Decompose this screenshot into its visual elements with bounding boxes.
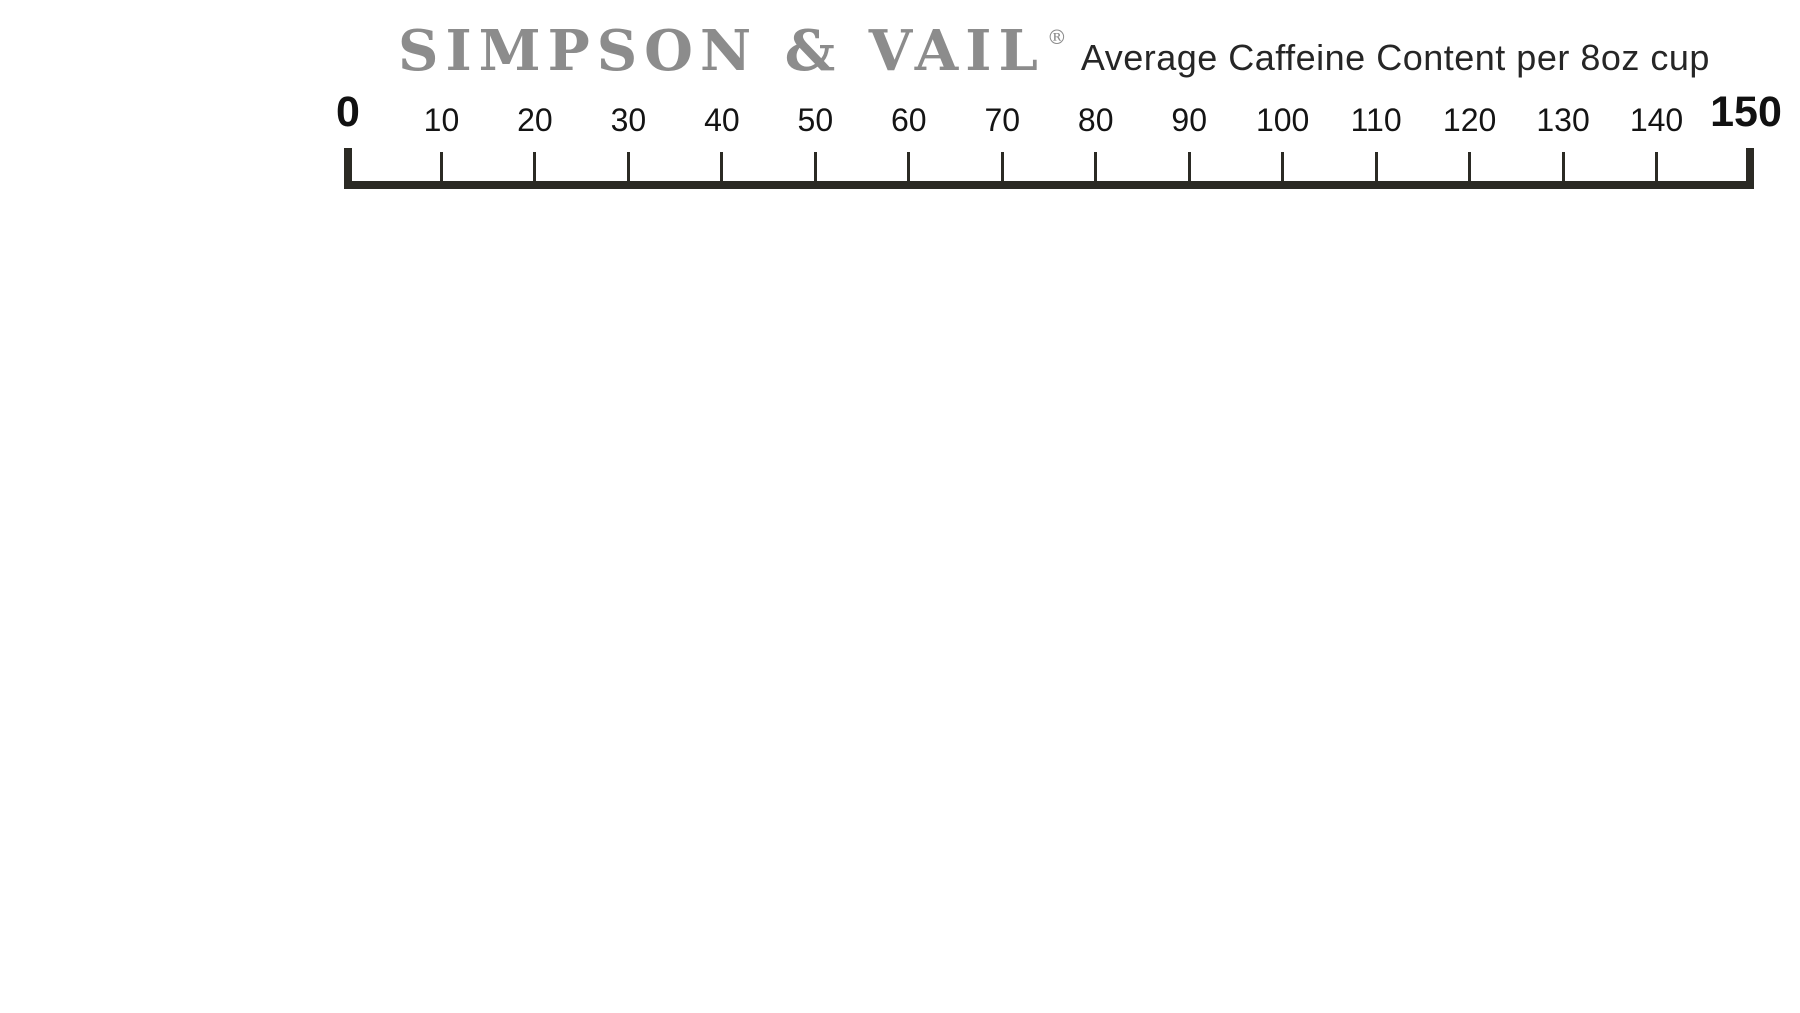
x-axis-tick (626, 152, 630, 181)
x-axis-tick-label: 40 (704, 102, 740, 138)
x-axis-tick (907, 152, 911, 181)
x-axis-tick-label: 150 (1710, 88, 1782, 136)
x-axis-tick-label: 60 (891, 102, 927, 138)
chart-subtitle: Average Caffeine Content per 8oz cup (1080, 37, 1710, 78)
x-axis-tick-label: 70 (984, 102, 1021, 138)
x-axis-tick-label: 90 (1171, 102, 1207, 138)
x-axis-tick (1281, 152, 1285, 181)
x-axis-tick-label: 30 (610, 102, 647, 138)
x-axis-tick-label: 100 (1255, 102, 1310, 138)
x-axis-tick (1374, 152, 1378, 181)
registered-trademark-icon: ® (1046, 25, 1067, 49)
x-axis-tick-label: 0 (336, 88, 360, 136)
x-axis-tick (1655, 152, 1659, 181)
x-axis-tick-label: 20 (517, 102, 553, 138)
x-axis-endcap-tick (344, 148, 352, 189)
x-axis-tick (533, 152, 537, 181)
x-axis-endcap-tick (1746, 148, 1754, 189)
x-axis-tick-label: 10 (423, 102, 460, 138)
x-axis-tick-label: 110 (1350, 102, 1402, 138)
x-axis-tick-label: 120 (1442, 102, 1497, 138)
x-axis-tick (813, 152, 817, 181)
x-axis-tick (1187, 152, 1191, 181)
x-axis-tick (720, 152, 724, 181)
x-axis-tick-label: 80 (1077, 102, 1114, 138)
chart-title: SIMPSON & VAIL ® Average Caffeine Conten… (398, 18, 1710, 84)
x-axis-tick (439, 152, 443, 181)
x-axis-tick (1468, 152, 1472, 181)
brand-logo-text: SIMPSON & VAIL (398, 18, 1045, 84)
x-axis-tick-label: 50 (797, 102, 834, 138)
x-axis-tick (1000, 152, 1004, 181)
x-axis-tick (1094, 152, 1098, 181)
x-axis-line (344, 181, 1754, 189)
x-axis-tick-label: 130 (1536, 102, 1590, 138)
x-axis-tick-label: 140 (1629, 102, 1684, 138)
x-axis-tick (1561, 152, 1565, 181)
